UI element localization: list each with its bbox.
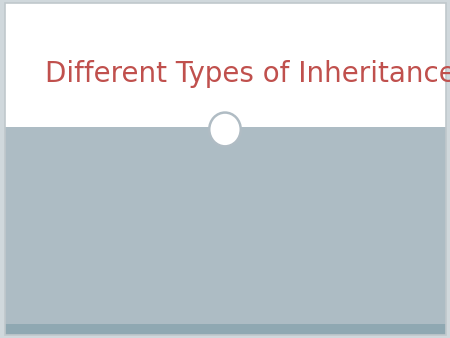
Bar <box>4 324 446 335</box>
Bar <box>4 3 446 134</box>
Bar <box>4 127 446 324</box>
Ellipse shape <box>209 113 241 146</box>
Text: Different Types of Inheritance: Different Types of Inheritance <box>45 61 450 88</box>
